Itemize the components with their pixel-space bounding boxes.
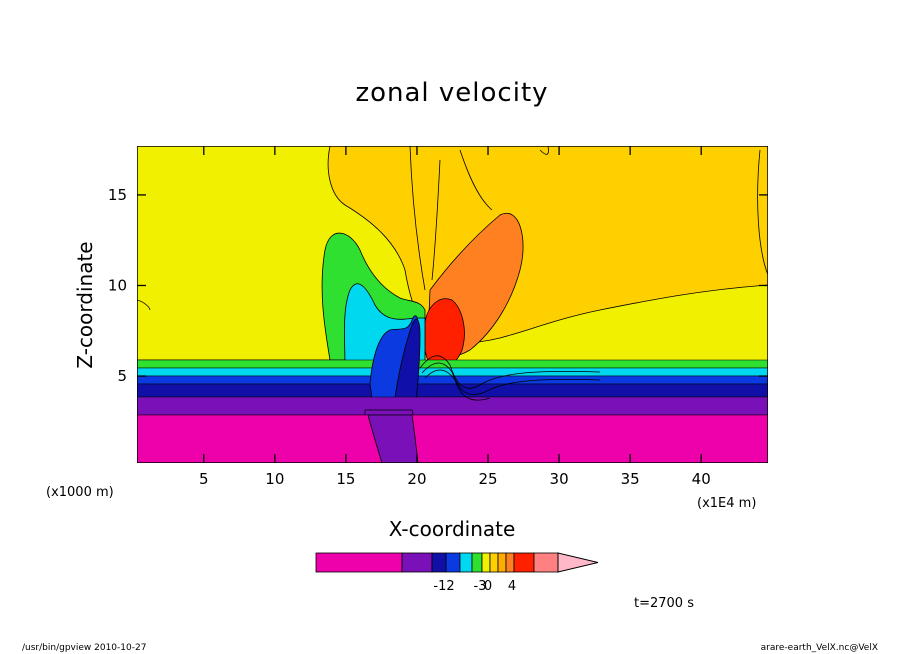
x-unit-left: (x1000 m) (46, 485, 114, 500)
field-wave-max (423, 298, 465, 369)
colorbar-swatch (315, 552, 403, 573)
y-tick-label: 10 (108, 276, 127, 294)
colorbar-swatch (445, 552, 461, 573)
x-tick-label: 30 (550, 470, 569, 488)
x-tick-label: 5 (199, 470, 209, 488)
colorbar-arrow (557, 552, 599, 573)
plot-area (137, 146, 768, 463)
y-tick-label: 5 (117, 367, 127, 385)
field-bottom-plume (367, 414, 419, 463)
field-layer-darkblue (137, 383, 768, 398)
time-label: t=2700 s (634, 596, 694, 611)
colorbar-swatch (497, 552, 507, 573)
x-tick-label: 20 (407, 470, 426, 488)
colorbar-swatch (533, 552, 559, 573)
colorbar-label: 4 (508, 579, 516, 594)
y-tick-label: 15 (108, 186, 127, 204)
field-wave-lee-contours (419, 355, 601, 401)
colorbar-label: 0 (484, 579, 492, 594)
footer-left: /usr/bin/gpview 2010-10-27 (22, 643, 146, 653)
x-tick-label: 15 (336, 470, 355, 488)
y-axis: 5 10 15 (108, 186, 768, 385)
y-axis-label: Z-coordinate (73, 241, 97, 368)
x-tick-label: 35 (621, 470, 640, 488)
colorbar-swatch (489, 552, 499, 573)
field-jet-core (394, 318, 421, 411)
colorbar-swatch (481, 552, 491, 573)
colorbar-swatch (431, 552, 447, 573)
field-layer-lower (137, 396, 768, 416)
colorbar-label: -3 (474, 579, 487, 594)
colorbar-swatch (505, 552, 515, 573)
colorbar-label: -12 (433, 579, 454, 594)
x-tick-label: 40 (692, 470, 711, 488)
field-left-cyan (137, 283, 426, 368)
field-bottom-negative (137, 414, 768, 463)
x-tick-label: 25 (478, 470, 497, 488)
colorbar-swatch (401, 552, 433, 573)
chart-title: zonal velocity (355, 78, 548, 108)
field-upper-contours (137, 146, 768, 311)
x-unit-right: (x1E4 m) (697, 496, 756, 511)
field-layer-green (137, 359, 768, 369)
footer-right: arare-earth_VelX.nc@VelX (761, 643, 878, 653)
colorbar: -12 -30 4 (315, 552, 599, 594)
colorbar-swatch (471, 552, 483, 573)
colorbar-swatch (459, 552, 473, 573)
x-axis-label: X-coordinate (389, 517, 516, 541)
x-tick-label: 10 (265, 470, 284, 488)
colorbar-swatch (513, 552, 535, 573)
x-axis: 5 10 15 20 25 30 35 40 (199, 146, 711, 488)
